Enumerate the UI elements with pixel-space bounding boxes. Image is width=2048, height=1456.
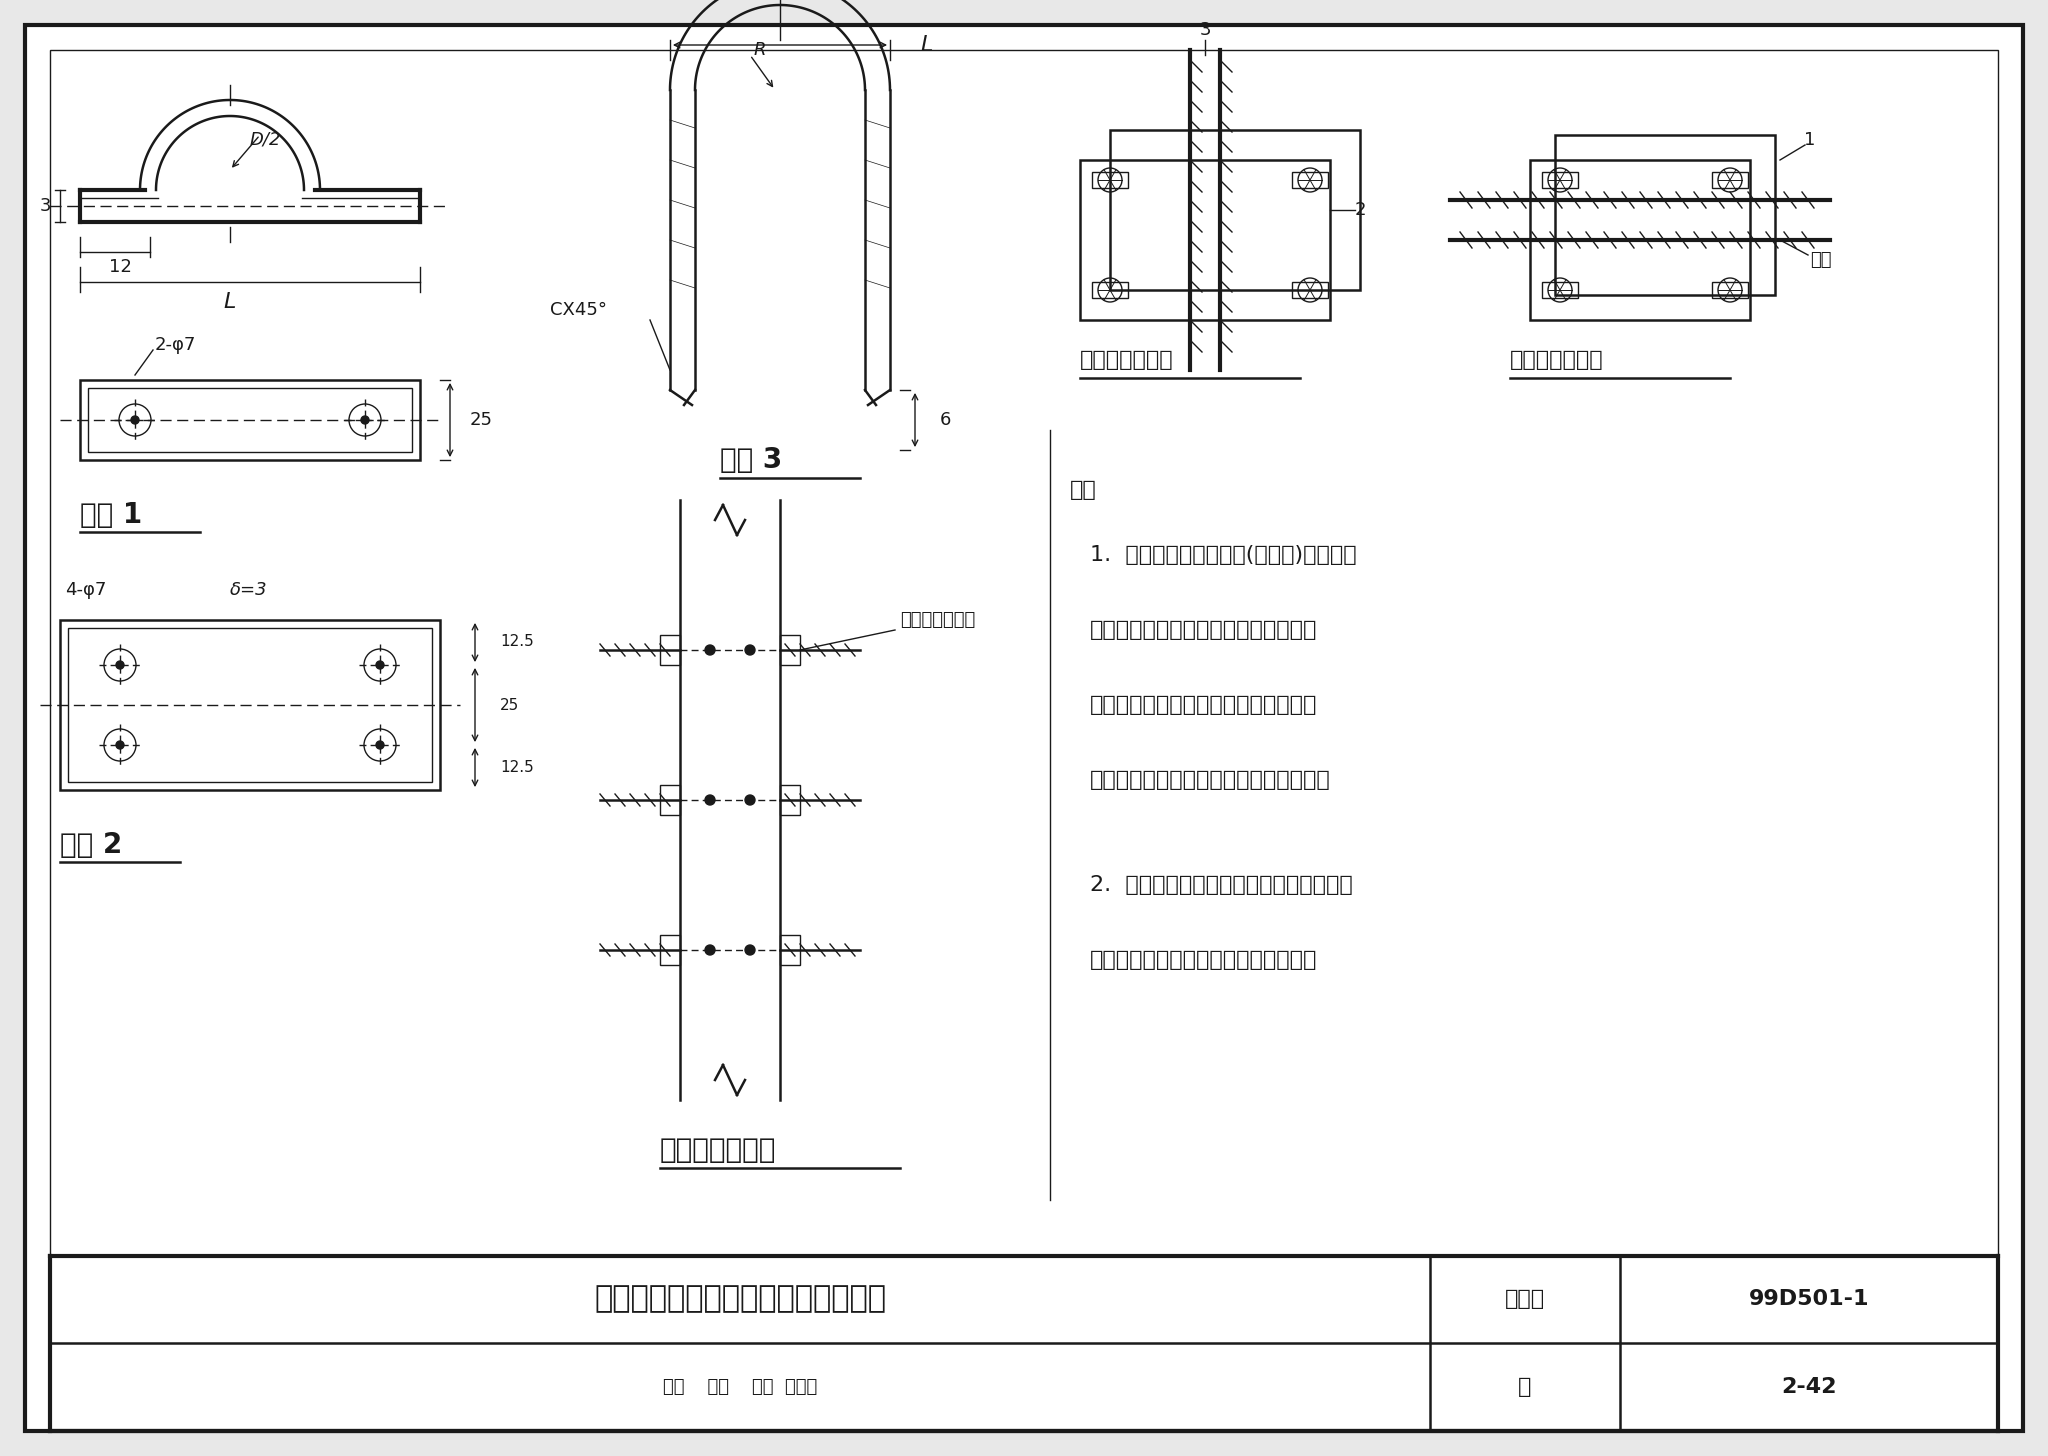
Text: 1.  混凝土构件内的钉筋(或圆钉)的连接，: 1. 混凝土构件内的钉筋(或圆钉)的连接， [1090,545,1356,565]
Text: L: L [223,293,236,312]
Text: D/2: D/2 [250,131,281,149]
Text: 12.5: 12.5 [500,760,535,776]
Circle shape [117,661,125,668]
Text: 的卡接器连接，使构件间连成电气通路。: 的卡接器连接，使构件间连成电气通路。 [1090,770,1331,791]
Bar [1079,160,1329,320]
Bar [1292,172,1327,188]
Bar [1542,282,1579,298]
Text: 3: 3 [1200,20,1210,39]
Circle shape [131,416,139,424]
Circle shape [377,661,385,668]
Text: 页: 页 [1518,1377,1532,1396]
Text: 混凝土内钉筋之间机械卡接器连接法: 混凝土内钉筋之间机械卡接器连接法 [594,1284,887,1313]
Text: CX45°: CX45° [551,301,606,319]
Text: 审图    校对    设计  陈柄育: 审图 校对 设计 陈柄育 [664,1377,817,1396]
Bar [59,620,440,791]
Bar [780,935,801,965]
Bar [1110,130,1360,290]
Bar [80,380,420,460]
Text: 2-42: 2-42 [1782,1377,1837,1396]
Text: 管卡 1: 管卡 1 [80,501,141,529]
Circle shape [745,645,756,655]
Circle shape [745,795,756,805]
Text: 平行钉筋连接法: 平行钉筋连接法 [1509,349,1604,370]
Text: 管卡 2: 管卡 2 [59,831,123,859]
Text: 6: 6 [940,411,952,430]
Text: 2.  螺栓紧固卡接器采用钉板压制，并作热: 2. 螺栓紧固卡接器采用钉板压制，并作热 [1090,875,1354,895]
Circle shape [745,945,756,955]
Bar [1092,282,1128,298]
Text: 25: 25 [469,411,494,430]
Bar [780,635,801,665]
Text: 12: 12 [109,258,131,277]
Bar [780,785,801,815]
Text: 预埋接地端子板: 预埋接地端子板 [899,612,975,629]
Bar [88,387,412,451]
Text: 管卡 3: 管卡 3 [721,446,782,475]
Text: 或外引预埋接地端子板，接地线与上述: 或外引预埋接地端子板，接地线与上述 [1090,620,1317,641]
Circle shape [360,416,369,424]
Text: R: R [754,41,766,60]
Bar [68,628,432,782]
Circle shape [705,645,715,655]
Bar [1092,172,1128,188]
Text: 4-φ7: 4-φ7 [66,581,106,598]
Text: 钉筋的连接，均应焊接或采用螺栓紧固: 钉筋的连接，均应焊接或采用螺栓紧固 [1090,695,1317,715]
Bar [659,935,680,965]
Bar [659,785,680,815]
Bar [1292,282,1327,298]
Bar [1712,172,1749,188]
Circle shape [705,945,715,955]
Text: 钉筋连接法示例: 钉筋连接法示例 [659,1136,776,1163]
Text: L: L [920,35,932,55]
Bar [1530,160,1749,320]
Circle shape [377,741,385,748]
Text: δ=3: δ=3 [229,581,268,598]
Circle shape [117,741,125,748]
Text: 注：: 注： [1069,480,1098,499]
Bar [1542,172,1579,188]
Text: 1: 1 [1804,131,1817,149]
Bar [1712,282,1749,298]
Bar [659,635,680,665]
Bar [49,50,1999,1257]
Text: 浸锌处理，螺栓与螺母采用镀锌处理。: 浸锌处理，螺栓与螺母采用镀锌处理。 [1090,949,1317,970]
Text: 钉筋: 钉筋 [1810,250,1831,269]
Text: 3: 3 [39,197,51,215]
Circle shape [705,795,715,805]
Text: 图集号: 图集号 [1505,1289,1544,1309]
Text: 2: 2 [1354,201,1366,218]
Text: 垂直钉筋连接法: 垂直钉筋连接法 [1079,349,1174,370]
Text: 99D501-1: 99D501-1 [1749,1289,1870,1309]
Text: 2-φ7: 2-φ7 [156,336,197,354]
Text: 12.5: 12.5 [500,635,535,649]
Bar [1554,135,1776,296]
Text: 25: 25 [500,697,520,712]
